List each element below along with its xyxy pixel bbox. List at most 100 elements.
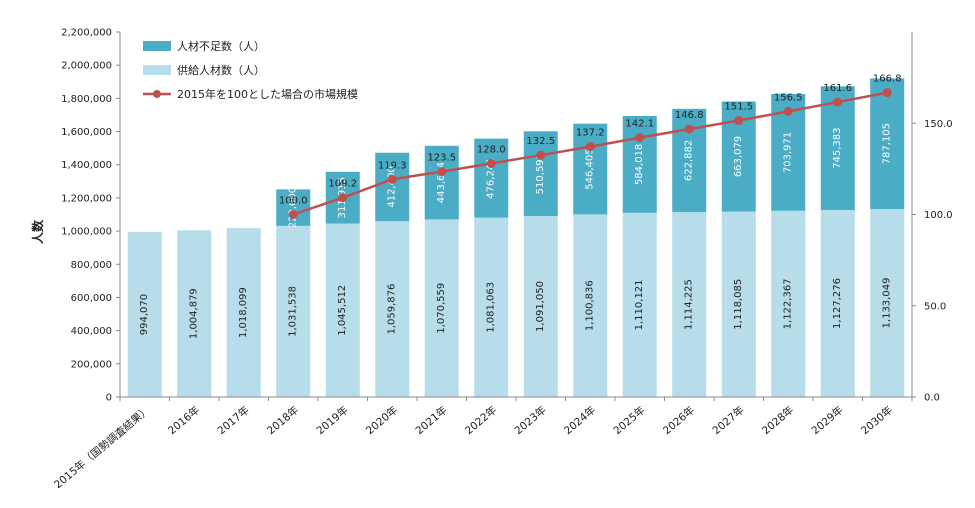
x-tick-label: 2015年（国勢調査結果）	[51, 403, 152, 491]
y-tick-label: 0	[106, 393, 112, 404]
y-tick-label: 1,600,000	[61, 127, 112, 138]
y2-axis: 0.0 50.0 100.0 150.0	[911, 32, 953, 404]
supply-bar	[870, 209, 905, 397]
x-tick-label: 2026年	[660, 403, 697, 437]
market-size-label: 161.6	[823, 83, 852, 94]
shortage-bar-label: 622,882	[684, 140, 695, 181]
supply-bar-label: 1,091,050	[535, 281, 546, 332]
x-tick-label: 2016年	[165, 403, 202, 437]
supply-bar	[226, 228, 261, 397]
supply-bar	[622, 212, 657, 397]
y-tick-label: 2,000,000	[61, 61, 112, 72]
shortage-bar	[424, 145, 459, 220]
x-tick-label: 2025年	[611, 403, 648, 437]
market-size-point	[437, 167, 447, 177]
shortage-bar	[523, 131, 558, 216]
supply-bar	[474, 217, 509, 397]
x-tick-label: 2023年	[512, 403, 549, 437]
supply-bar	[573, 214, 608, 397]
y-tick-label: 1,800,000	[61, 94, 112, 105]
shortage-bar	[375, 152, 410, 222]
supply-bar-label: 1,110,121	[634, 279, 645, 330]
market-size-point	[684, 124, 694, 134]
market-size-point	[387, 174, 397, 184]
x-tick-label: 2018年	[264, 403, 301, 437]
legend-label: 2015年を100とした場合の市場規模	[177, 87, 358, 101]
x-tick-label: 2022年	[462, 403, 499, 437]
y2-tick-label: 150.0	[924, 119, 953, 130]
y2-tick-label: 100.0	[924, 210, 953, 221]
supply-bar	[375, 221, 410, 397]
shortage-bar-label: 703,971	[783, 132, 794, 173]
shortage-bar-label: 546,405	[585, 148, 596, 189]
x-tick-label: 2017年	[215, 403, 252, 437]
y-tick-label: 1,200,000	[61, 193, 112, 204]
supply-bar	[820, 209, 855, 397]
supply-bar	[424, 219, 459, 397]
shortage-bar-label: 787,105	[882, 123, 893, 164]
supply-bar-label: 1,114,225	[684, 279, 695, 330]
market-size-point	[585, 142, 595, 152]
supply-bar	[523, 215, 558, 397]
market-size-label: 109.2	[328, 179, 357, 190]
shortage-bar-label: 220,000	[288, 187, 299, 228]
x-tick-label: 2027年	[710, 403, 747, 437]
market-size-label: 100.0	[279, 196, 308, 207]
market-size-label: 151.5	[724, 102, 753, 113]
y-tick-label: 200,000	[71, 359, 112, 370]
legend-swatch	[143, 41, 171, 51]
market-size-point	[536, 150, 546, 160]
shortage-bar-label: 476,241	[486, 157, 497, 198]
supply-bar-label: 1,100,836	[585, 280, 596, 331]
market-size-label: 123.5	[427, 153, 456, 164]
shortage-bar-label: 745,383	[832, 127, 843, 168]
x-tick-label: 2028年	[759, 403, 796, 437]
y-tick-label: 600,000	[71, 293, 112, 304]
supply-bar	[177, 230, 212, 397]
supply-bar-label: 1,045,512	[337, 285, 348, 336]
market-size-label: 146.8	[675, 110, 704, 121]
shortage-bar-label: 584,018	[634, 144, 645, 185]
supply-bar-label: 1,118,085	[733, 279, 744, 330]
shortage-bar	[276, 189, 311, 226]
y2-tick-label: 50.0	[924, 301, 946, 312]
shortage-bar	[474, 138, 509, 218]
y-tick-label: 1,400,000	[61, 160, 112, 171]
market-size-label: 119.3	[378, 160, 407, 171]
shortage-bar-label: 510,590	[535, 153, 546, 194]
legend: 人材不足数（人） 供給人材数（人） 2015年を100とした場合の市場規模	[143, 39, 358, 101]
legend-swatch-marker	[153, 90, 161, 98]
legend-label: 供給人材数（人）	[177, 63, 265, 77]
legend-swatch	[143, 65, 171, 75]
shortage-bar-label: 663,079	[733, 136, 744, 177]
market-size-label: 156.5	[774, 92, 803, 103]
market-size-point	[833, 97, 843, 107]
market-size-point	[288, 210, 298, 219]
y-tick-label: 2,200,000	[61, 28, 112, 39]
x-tick-label: 2030年	[858, 403, 895, 437]
x-tick-label: 2024年	[561, 403, 598, 437]
market-size-point	[734, 116, 744, 126]
y-axis: 0 200,000 400,000 600,000 800,000 1,000,000 1,…	[61, 28, 121, 404]
shortage-bar	[870, 78, 905, 210]
market-size-point	[338, 193, 348, 203]
supply-bar-label: 1,004,879	[189, 288, 200, 339]
x-tick-label: 2029年	[809, 403, 846, 437]
supply-bar-label: 1,122,367	[783, 278, 794, 329]
shortage-bar	[573, 123, 608, 215]
supply-bar-label: 1,018,099	[238, 287, 249, 338]
market-size-label: 137.2	[576, 128, 605, 139]
supply-bar-label: 1,059,876	[387, 284, 398, 335]
shortage-bar	[622, 115, 657, 213]
market-size-label: 132.5	[526, 136, 555, 147]
y-tick-label: 800,000	[71, 260, 112, 271]
supply-bar-label: 1,070,559	[436, 283, 447, 334]
supply-bar-label: 994,070	[139, 294, 150, 335]
supply-bar	[127, 232, 162, 397]
market-size-point	[486, 158, 496, 168]
market-size-label: 142.1	[625, 119, 654, 130]
supply-bar-label: 1,127,276	[832, 278, 843, 329]
x-tick-label: 2020年	[363, 403, 400, 437]
y-tick-label: 400,000	[71, 326, 112, 337]
